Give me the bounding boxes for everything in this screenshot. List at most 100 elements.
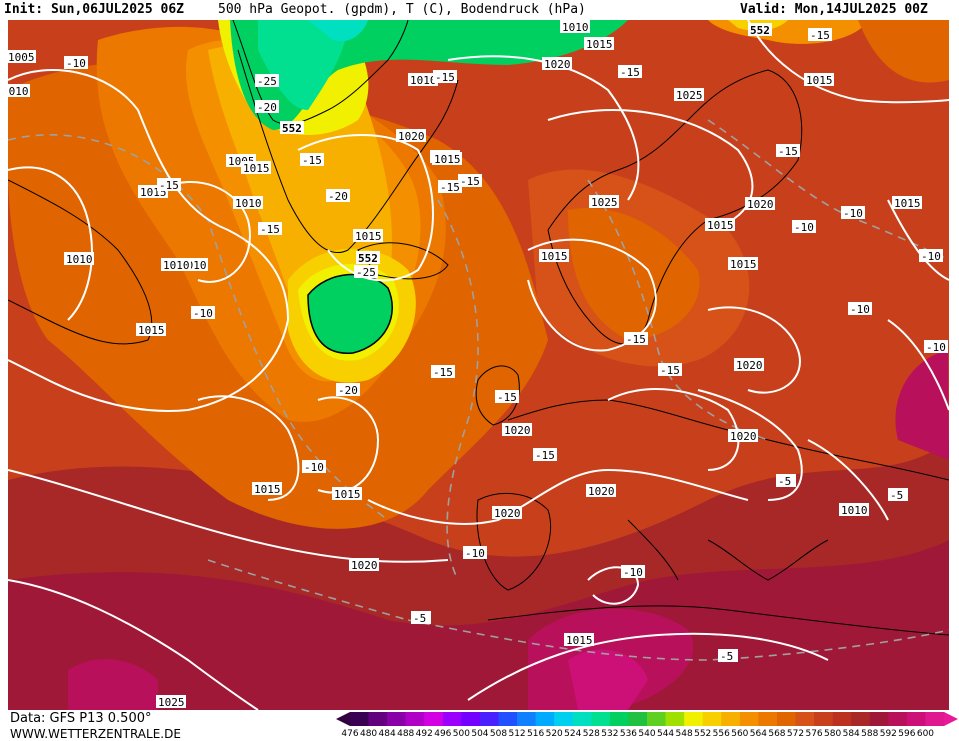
svg-text:1015: 1015 [586, 38, 613, 51]
svg-text:-15: -15 [535, 449, 555, 462]
colorbar-tick-label: 512 [508, 729, 526, 739]
colorbar-tick-label: 572 [786, 729, 805, 739]
chart-footer: Data: GFS P13 0.500° WWW.WETTERZENTRALE.… [0, 710, 959, 741]
svg-text:-5: -5 [413, 612, 426, 625]
colorbar-swatch [498, 712, 518, 726]
svg-text:-15: -15 [626, 333, 646, 346]
svg-text:1020: 1020 [494, 507, 521, 520]
africa-coast [487, 605, 949, 636]
colorbar-tick-label: 588 [861, 729, 879, 739]
colorbar-swatch [572, 712, 592, 726]
colorbar-swatch [479, 712, 499, 726]
colorbar-swatch [350, 712, 370, 726]
temperature-label: -15 [258, 222, 282, 236]
svg-text:-15: -15 [159, 179, 179, 192]
svg-text:1020: 1020 [351, 559, 378, 572]
pressure-label: 1015 [353, 229, 383, 243]
pressure-label: 1010 [408, 73, 438, 87]
geopotential-label: 552 [356, 251, 380, 265]
init-time-label: Init: Sun,06JUL2025 06Z [4, 2, 185, 17]
pressure-label: 1025 [156, 695, 186, 709]
pressure-label: 1015 [332, 487, 362, 501]
colorbar-tick-label: 496 [434, 729, 452, 739]
temperature-label: -5 [411, 611, 431, 625]
pressure-labels: 1005 1010 1015 1010 1010 1015 1015 1010 … [8, 20, 922, 709]
isobar-line [887, 319, 949, 411]
svg-text:1010: 1010 [8, 85, 29, 98]
colorbar-tick-label: 548 [675, 729, 693, 739]
pressure-label: 1020 [542, 57, 572, 71]
isobar-line [607, 388, 740, 471]
pressure-label: 1025 [674, 88, 704, 102]
scandinavia-coast [547, 69, 803, 345]
svg-text:1020: 1020 [504, 424, 531, 437]
pressure-label: 1020 [586, 484, 616, 498]
temperature-label: -10 [841, 206, 865, 220]
isobar-line [447, 55, 640, 201]
colorbar-swatch [424, 712, 444, 726]
svg-text:1015: 1015 [434, 153, 461, 166]
colorbar-tick-label: 552 [694, 729, 712, 739]
temperature-labels: -10 -25 -20 -15 -15 -20 -15 -15 -15 -25 … [64, 28, 948, 663]
svg-text:1020: 1020 [736, 359, 763, 372]
colorbar-tick-label: 488 [397, 729, 415, 739]
temperature-label: -15 [624, 332, 648, 346]
pressure-label: 1015 [564, 633, 594, 647]
temperature-label: -15 [157, 178, 181, 192]
isobar-line [527, 238, 657, 352]
svg-text:1010: 1010 [410, 74, 437, 87]
svg-text:1015: 1015 [355, 230, 382, 243]
temperature-label: -5 [776, 474, 796, 488]
colorbar-swatch [758, 712, 778, 726]
field-572-scand [568, 208, 700, 340]
field-548-low [307, 273, 393, 354]
temperature-label: -10 [463, 546, 487, 560]
colorbar-swatch [647, 712, 667, 726]
svg-text:1015: 1015 [730, 258, 757, 271]
pressure-label: 1015 [252, 482, 282, 496]
isobar-line [8, 69, 290, 412]
svg-text:-10: -10 [843, 207, 863, 220]
svg-text:1010: 1010 [235, 197, 262, 210]
colorbar-swatch [888, 712, 908, 726]
colorbar-swatch [535, 712, 555, 726]
svg-text:1015: 1015 [707, 219, 734, 232]
svg-text:-20: -20 [338, 384, 358, 397]
temperature-label: -15 [458, 174, 482, 188]
colorbar-swatch [906, 712, 926, 726]
pressure-label: 1015 [728, 257, 758, 271]
isobar-line [547, 109, 754, 231]
isotherm-line [437, 199, 479, 581]
svg-text:1010: 1010 [562, 21, 589, 34]
geopotential-label: 552 [280, 121, 304, 135]
pressure-label: 1015 [804, 73, 834, 87]
isobar-line [747, 20, 949, 104]
svg-text:-10: -10 [926, 341, 946, 354]
svg-text:1025: 1025 [591, 196, 618, 209]
pressure-label: 1020 [728, 429, 758, 443]
isobar-line [197, 395, 300, 501]
svg-text:1010: 1010 [163, 259, 190, 272]
colorbar-tick-label: 564 [749, 729, 767, 739]
svg-text:-10: -10 [304, 461, 324, 474]
svg-text:-5: -5 [778, 475, 791, 488]
colorbar-tick-label: 500 [452, 729, 470, 739]
isobar-line [8, 579, 259, 710]
website-label[interactable]: WWW.WETTERZENTRALE.DE [10, 727, 181, 741]
colorbar-tick-label: 520 [545, 729, 563, 739]
valid-time-label: Valid: Mon,14JUL2025 00Z [740, 2, 928, 17]
svg-text:-20: -20 [257, 101, 277, 114]
svg-text:-15: -15 [778, 145, 798, 158]
field-540 [308, 20, 368, 42]
field-572-ne [858, 20, 949, 83]
svg-text:1010: 1010 [66, 253, 93, 266]
temperature-label: -10 [919, 249, 943, 263]
pressure-label: 1020 [734, 358, 764, 372]
pressure-label: 1010 [8, 84, 30, 98]
colorbar-swatch [702, 712, 722, 726]
field-588 [8, 540, 949, 710]
colorbar-tick-label: 576 [805, 729, 823, 739]
svg-text:1015: 1015 [541, 250, 568, 263]
colorbar-swatch [776, 712, 796, 726]
colorbar-tick-label: 540 [638, 729, 656, 739]
